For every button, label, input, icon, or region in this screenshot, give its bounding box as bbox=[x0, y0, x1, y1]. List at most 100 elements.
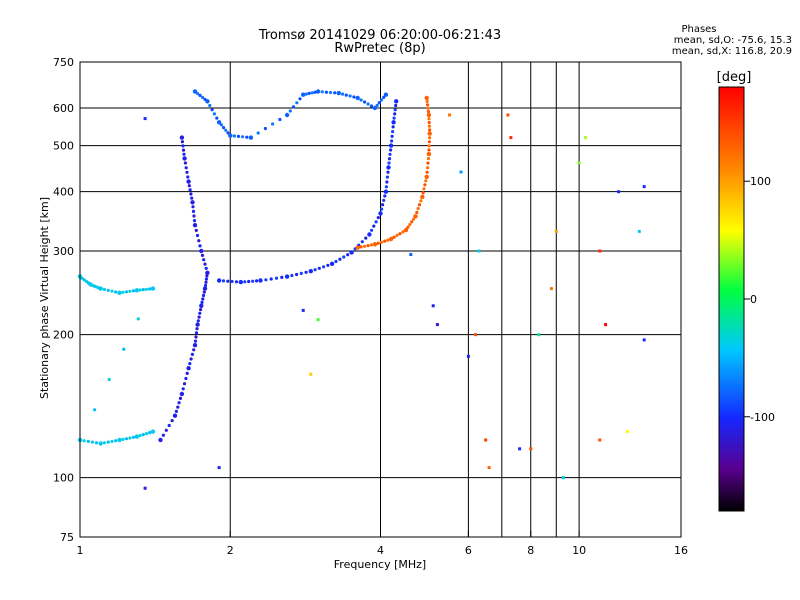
trace-point bbox=[410, 220, 414, 224]
trace-point bbox=[427, 131, 432, 136]
trace-point bbox=[202, 258, 206, 262]
trace-point bbox=[192, 89, 198, 94]
trace-point bbox=[144, 287, 149, 291]
scattered-point bbox=[477, 249, 481, 253]
trace-point bbox=[395, 233, 399, 237]
y-tick-label: 300 bbox=[53, 245, 74, 258]
trace-point bbox=[394, 103, 398, 108]
trace-point bbox=[310, 91, 314, 95]
trace-point bbox=[363, 244, 367, 248]
trace-point bbox=[194, 335, 198, 339]
trace-point bbox=[114, 439, 118, 443]
trace-point bbox=[355, 95, 360, 101]
trace-point bbox=[203, 97, 207, 101]
trace-point bbox=[393, 108, 397, 112]
trace-point bbox=[295, 101, 299, 105]
trace-point bbox=[274, 276, 279, 280]
trace-point bbox=[186, 366, 191, 371]
trace-point bbox=[315, 89, 321, 94]
scattered-point bbox=[448, 113, 451, 117]
trace-point bbox=[179, 135, 185, 140]
trace-point bbox=[197, 315, 201, 319]
plot-data-points bbox=[77, 89, 646, 490]
trace-point bbox=[264, 278, 268, 282]
trace-point bbox=[202, 286, 208, 291]
x-tick-label: 8 bbox=[527, 544, 534, 557]
trace-point bbox=[199, 248, 204, 254]
trace-point bbox=[317, 266, 321, 270]
trace-point bbox=[181, 148, 186, 152]
trace-point bbox=[131, 289, 135, 293]
trace-point bbox=[205, 274, 209, 278]
trace-point bbox=[427, 124, 431, 128]
trace-point bbox=[184, 166, 188, 170]
trace-point bbox=[201, 297, 205, 301]
plot-grid bbox=[80, 62, 681, 537]
phase-o-stats: mean, sd,O: -75.6, 15.3 bbox=[673, 35, 792, 46]
trace-point bbox=[377, 101, 381, 105]
trace-point bbox=[199, 303, 204, 308]
trace-point bbox=[387, 161, 391, 165]
trace-point bbox=[349, 250, 354, 255]
trace-point bbox=[185, 371, 189, 375]
trace-point bbox=[216, 120, 222, 125]
trace-point bbox=[187, 184, 191, 188]
trace-point bbox=[348, 94, 352, 98]
trace-point bbox=[192, 219, 197, 223]
trace-point bbox=[304, 270, 308, 274]
trace-point bbox=[205, 99, 210, 104]
trace-point bbox=[386, 165, 391, 170]
trace-point bbox=[308, 269, 313, 274]
plot-tick-labels: 1 2 4 6 8 10 16 75 100 200 300 400 500 600 750 bbox=[53, 56, 688, 557]
scattered-point bbox=[487, 466, 491, 470]
trace-point bbox=[94, 441, 99, 445]
colorbar-gradient bbox=[718, 86, 745, 512]
trace-point bbox=[191, 205, 195, 209]
trace-point bbox=[419, 199, 423, 203]
trace-point bbox=[341, 92, 345, 96]
trace-point bbox=[150, 429, 156, 434]
trace-point bbox=[422, 187, 426, 191]
trace-point bbox=[426, 103, 430, 107]
trace-point bbox=[110, 289, 114, 293]
trace-point bbox=[102, 441, 106, 445]
trace-point bbox=[106, 440, 110, 444]
trace-point bbox=[122, 347, 126, 351]
trace-point bbox=[328, 90, 333, 95]
trace-point bbox=[192, 214, 196, 218]
scattered-point bbox=[459, 170, 463, 174]
trace-point bbox=[138, 434, 142, 438]
trace-point bbox=[256, 131, 260, 135]
trace-point bbox=[197, 239, 201, 243]
trace-point bbox=[428, 136, 432, 140]
trace-point bbox=[295, 272, 299, 277]
trace-point bbox=[288, 109, 292, 113]
scattered-point bbox=[584, 136, 587, 140]
scattered-point bbox=[217, 466, 221, 470]
scattered-point bbox=[309, 372, 313, 376]
trace-point bbox=[258, 278, 263, 283]
trace-point bbox=[388, 236, 394, 242]
trace-point bbox=[394, 99, 399, 104]
trace-point bbox=[138, 288, 142, 292]
chart-title-line2: RwPretec (8p) bbox=[334, 41, 426, 56]
trace-point bbox=[376, 241, 380, 245]
trace-point bbox=[192, 343, 198, 348]
trace-point bbox=[359, 98, 363, 102]
trace-point bbox=[364, 236, 368, 240]
trace-point bbox=[180, 140, 184, 144]
trace-point bbox=[107, 377, 111, 382]
trace-point bbox=[391, 120, 396, 125]
y-tick-label: 400 bbox=[53, 186, 74, 199]
colorbar-tick-label: -100 bbox=[750, 411, 775, 424]
trace-point bbox=[427, 140, 431, 144]
trace-point bbox=[106, 288, 110, 292]
trace-point bbox=[291, 105, 296, 109]
trace-point bbox=[203, 283, 208, 288]
trace-point bbox=[255, 279, 259, 283]
trace-point bbox=[383, 194, 387, 198]
trace-point bbox=[102, 287, 106, 292]
y-tick-label: 500 bbox=[53, 140, 74, 153]
scattered-point bbox=[509, 136, 513, 140]
trace-point bbox=[236, 134, 241, 138]
